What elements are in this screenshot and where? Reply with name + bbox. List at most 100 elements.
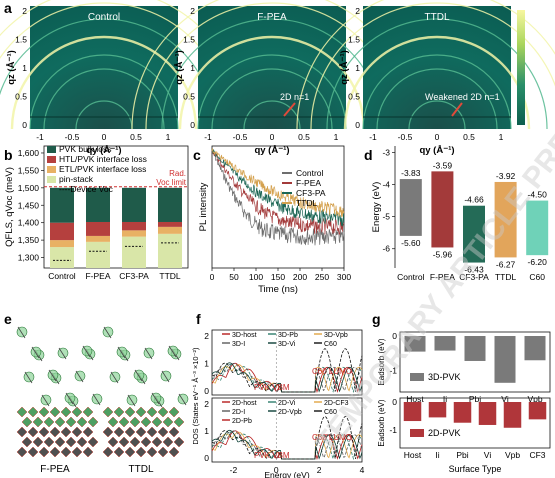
bottom-value-label: -5.96: [433, 249, 453, 259]
octahedron: [16, 426, 28, 438]
energy-bar: [399, 179, 422, 236]
qy-axis-label: qy (Å⁻¹): [419, 145, 454, 156]
energy-bar: [431, 171, 454, 248]
plot-frame: [211, 329, 363, 396]
legend-label: ----Device Voc: [59, 184, 114, 194]
octahedron: [65, 416, 77, 428]
rad-limit-label: Rad.: [169, 169, 186, 178]
octahedron: [76, 436, 88, 448]
structure-label: F-PEA: [40, 464, 70, 475]
octahedron: [102, 426, 114, 438]
molecule-bond: [48, 369, 57, 382]
octahedron: [49, 426, 61, 438]
legend-label: C60: [324, 341, 337, 348]
diffraction-ring: [211, 68, 333, 130]
qz-tick-label: 0: [190, 120, 195, 130]
stack-segment-htl-pvk-interface-loss: [158, 221, 182, 227]
molecule-bond: [92, 393, 101, 406]
octahedron: [151, 436, 163, 448]
annotation-arrow: [451, 102, 463, 117]
legend-label: HTL/PVK interface loss: [59, 154, 147, 164]
octahedron: [87, 436, 99, 448]
panel-d-energy-chart: -3 -4 -5 -6 -3.83 -5.60 Control -3.59 -5.96 F-PEA…: [371, 146, 549, 282]
stack-segment-etl-pvk-interface-loss: [86, 235, 110, 242]
lumo-label: C60 LUMO: [312, 433, 352, 442]
octahedron: [76, 416, 88, 428]
qz-axis-label: qz (Å⁻¹): [6, 50, 17, 85]
panel-a-letter: a: [4, 0, 12, 16]
molecule-bond: [144, 347, 153, 360]
octahedron: [124, 426, 136, 438]
octahedron: [82, 406, 94, 418]
y-tick-label: 1,450: [18, 200, 40, 210]
legend-label: F-PEA: [296, 178, 321, 188]
adsorption-bar: [434, 336, 456, 351]
bottom-value-label: -5.60: [401, 238, 421, 248]
diffraction-ring: [75, 100, 133, 130]
qz-tick-label: 1.5: [348, 35, 360, 45]
top-value-label: -3.59: [433, 160, 453, 170]
legend-swatch: [410, 373, 424, 381]
octahedron: [71, 406, 83, 418]
legend-label: CF3-PA: [296, 188, 326, 198]
panel-f-letter: f: [196, 311, 201, 327]
pl-series-control: [211, 149, 345, 246]
panel-d-letter: d: [364, 147, 373, 163]
y-tick-label: 1,300: [18, 253, 40, 263]
y-tick-label: 1: [204, 426, 209, 436]
octahedron: [87, 416, 99, 428]
molecule-bond: [178, 393, 187, 406]
qy-tick-label: -0.5: [65, 132, 80, 142]
y-tick-label: 0: [392, 397, 397, 407]
octahedron: [113, 406, 125, 418]
diffraction-ring: [326, 18, 548, 130]
x-axis-label: Energy (eV): [264, 470, 310, 478]
qy-tick-label: 1: [499, 132, 504, 142]
octahedron: [168, 446, 180, 458]
octahedron: [102, 406, 114, 418]
octahedron: [82, 426, 94, 438]
y-tick-label: 1,350: [18, 235, 40, 245]
x-tick-label: C60: [529, 272, 545, 282]
octahedron: [113, 426, 125, 438]
y-axis-label: Eadsorb (eV): [377, 338, 386, 385]
octahedron: [38, 446, 50, 458]
adsorption-bar: [428, 402, 447, 418]
y-tick-label: -5: [382, 212, 390, 222]
octahedron: [168, 426, 180, 438]
octahedron: [38, 426, 50, 438]
annotation-2d: 2D n=1: [280, 92, 309, 102]
qy-tick-label: 0: [270, 132, 275, 142]
x-tick-label: Pbi: [469, 394, 481, 404]
dos-curve: [211, 348, 363, 393]
qz-tick-label: 1.5: [183, 35, 195, 45]
diffraction-ring: [296, 0, 555, 130]
legend-label: TTDL: [296, 198, 318, 208]
octahedron: [60, 426, 72, 438]
structure-label: TTDL: [129, 464, 154, 475]
stack-segment-pvk-bulk-loss: [158, 187, 182, 222]
molecule-bond: [168, 345, 177, 358]
octahedron: [157, 426, 169, 438]
bottom-value-label: -6.20: [528, 257, 548, 267]
diffraction-ring: [10, 35, 198, 130]
y-tick-label: -1: [389, 366, 397, 376]
octahedron: [140, 436, 152, 448]
molecule-bond: [151, 392, 160, 405]
dos-curve: [211, 363, 363, 393]
giwaxs-title: Control: [88, 12, 120, 23]
octahedron: [140, 416, 152, 428]
plot-frame: [211, 397, 363, 463]
pl-series-f-pea: [211, 150, 345, 236]
x-tick-label: CF3: [529, 450, 545, 460]
giwaxs-title: F-PEA: [257, 12, 287, 23]
y-axis-label: PL intensity: [198, 182, 209, 231]
stack-segment-pin-stack: [158, 233, 182, 268]
dos-curve: [211, 416, 363, 460]
y-tick-label: 0: [204, 453, 209, 463]
x-tick-label: Host: [404, 450, 422, 460]
x-tick-label: CF3-PA: [459, 272, 489, 282]
stack-segment-pvk-bulk-loss: [86, 187, 110, 222]
octahedron: [27, 426, 39, 438]
y-tick-label: 1,400: [18, 218, 40, 228]
